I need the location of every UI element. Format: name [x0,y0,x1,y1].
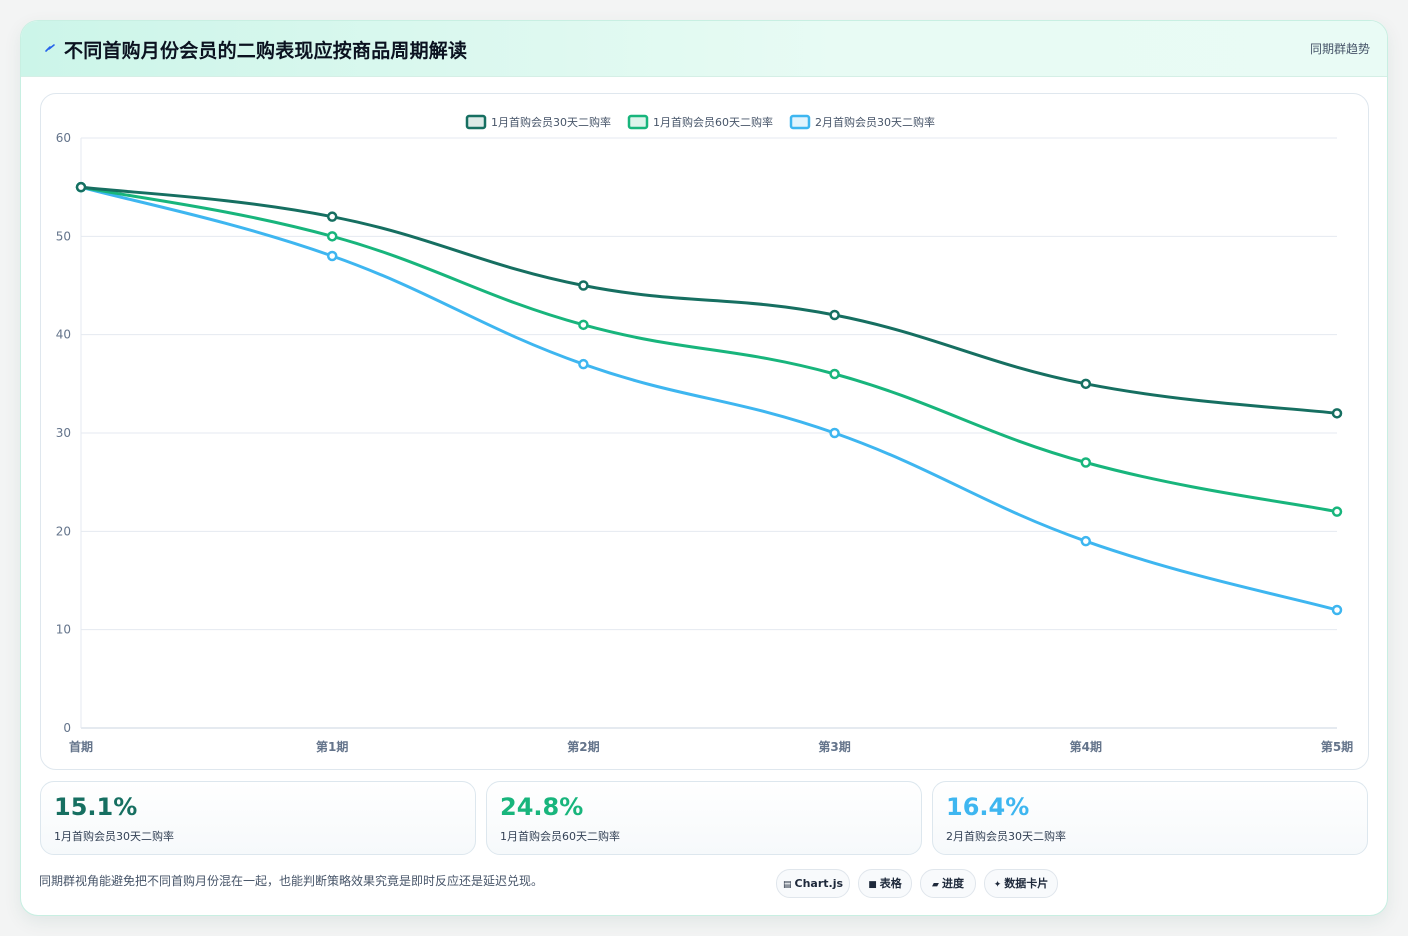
legend-swatch [789,114,811,130]
pill-label: Chart.js [794,877,844,890]
lightning-icon [45,44,55,52]
series-line-2 [80,185,1338,514]
chart-panel: 0 10 20 30 40 50 60 首期 第1期 第2期 第3期 第4期 第5期 1月首购会员30天二… [40,93,1369,770]
legend-label: 1月首购会员30天二购率 [491,115,611,129]
stat-card-3: 16.4% 2月首购会员30天二购率 [932,781,1368,855]
data-point [578,358,589,370]
card-header: 不同首购月份会员的二购表现应按商品周期解读 同期群趋势 [21,21,1387,77]
data-point [829,368,840,380]
progress-icon: ▰ [932,880,939,890]
x-tick-label: 首期 [69,739,93,754]
y-tick-label: 30 [56,426,71,440]
legend-swatch [465,114,487,130]
x-tick-label: 第5期 [1321,739,1353,754]
x-tick-label: 第1期 [316,739,348,754]
stat-value: 16.4% [946,793,1030,821]
stat-label: 1月首购会员30天二购率 [54,830,174,843]
x-tick-label: 第4期 [1070,739,1102,754]
data-point [1331,604,1343,616]
stat-label: 2月首购会员30天二购率 [946,830,1066,843]
data-point [1331,408,1343,419]
data-point [326,250,338,262]
pill-label: 进度 [941,877,964,890]
stat-label: 1月首购会员60天二购率 [500,830,620,843]
data-point [829,427,840,439]
data-point [326,231,338,242]
stat-value: 15.1% [54,793,138,821]
series-line-1 [80,185,1338,415]
y-tick-label: 50 [56,229,71,243]
chart-icon: ▤ [782,880,792,890]
series-line-3 [80,185,1338,612]
stat-card-2: 24.8% 1月首购会员60天二购率 [486,781,922,855]
legend-label: 2月首购会员30天二购率 [815,115,935,129]
pill-label: 数据卡片 [1004,877,1049,890]
x-tick-label: 第2期 [567,739,599,754]
pill-label: 表格 [879,877,902,890]
data-point [326,211,338,222]
y-tick-label: 20 [56,524,71,538]
x-tick-label: 第3期 [818,739,850,754]
table-icon: ■ [868,880,877,890]
page-title: 不同首购月份会员的二购表现应按商品周期解读 [64,40,468,62]
data-point [1080,457,1092,468]
data-point [1080,535,1092,547]
y-tick-label: 0 [63,721,71,735]
header-tag: 同期群趋势 [1309,42,1370,56]
y-tick-label: 60 [56,131,71,145]
stat-card-1: 15.1% 1月首购会员30天二购率 [40,781,476,855]
data-point [578,319,589,331]
data-point [1080,378,1092,390]
line-chart: 0 10 20 30 40 50 60 首期 第1期 第2期 第3期 第4期 第5期 1月首购会员30天二… [56,114,1353,754]
table-pill[interactable]: ■ 表格 [858,869,912,898]
data-point [75,181,87,193]
data-point [1331,506,1343,517]
y-tick-label: 40 [56,328,71,342]
card-icon: ✦ [993,880,1002,890]
data-card-pill[interactable]: ✦ 数据卡片 [984,869,1058,898]
chartjs-pill[interactable]: ▤ Chart.js [776,869,850,898]
stat-value: 24.8% [500,793,584,821]
legend-swatch [627,114,649,130]
data-point [578,280,589,291]
progress-pill[interactable]: ▰ 进度 [920,869,976,898]
legend-label: 1月首购会员60天二购率 [653,115,773,129]
cohort-card: 不同首购月份会员的二购表现应按商品周期解读 同期群趋势 0 10 20 30 40 50 6… [20,20,1388,916]
y-tick-label: 10 [56,623,71,637]
footer-note: 同期群视角能避免把不同首购月份混在一起，也能判断策略效果究竟是即时反应还是延迟兑… [39,874,544,888]
data-point [829,309,840,321]
